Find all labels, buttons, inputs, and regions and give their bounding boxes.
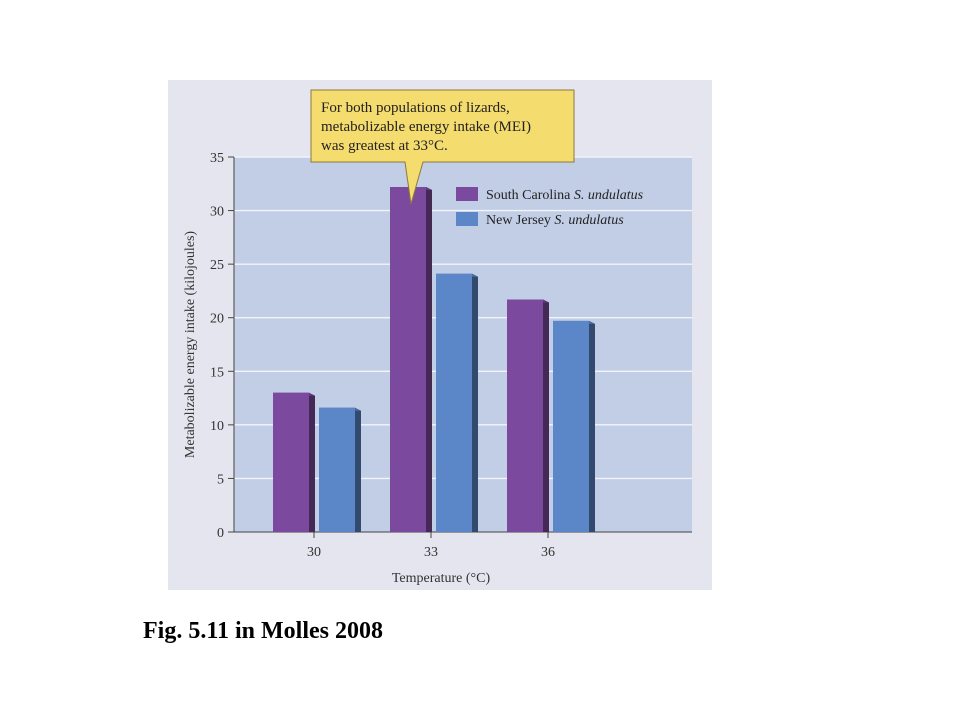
figure-caption: Fig. 5.11 in Molles 2008 — [143, 618, 383, 644]
bar-side — [426, 187, 432, 532]
legend-entry: New Jersey S. undulatus — [486, 213, 624, 228]
bar-south-carolina-36 — [507, 299, 543, 532]
x-tick-label: 36 — [541, 545, 555, 560]
x-tick-label: 33 — [424, 545, 438, 560]
bar-side — [472, 273, 478, 532]
bar-south-carolina-33 — [390, 187, 426, 532]
legend-swatch — [456, 212, 478, 226]
y-tick-label: 25 — [210, 258, 224, 273]
bar-side — [355, 407, 361, 532]
bar-side — [309, 392, 315, 532]
callout-box — [310, 89, 575, 205]
legend-entry: South Carolina S. undulatus — [486, 188, 644, 203]
y-tick-label: 0 — [217, 526, 224, 541]
bar-south-carolina-30 — [273, 392, 309, 532]
x-axis-title: Temperature (°C) — [392, 571, 491, 586]
figure-panel: 0 5 10 15 20 25 30 35 30 33 36 Temperature (°C) Meta… — [168, 80, 712, 590]
callout-text-line: metabolizable energy intake (MEI) — [321, 119, 531, 135]
callout-text-line: was greatest at 33°C. — [321, 138, 448, 154]
y-axis-title: Metabolizable energy intake (kilojoules) — [183, 231, 198, 459]
y-tick-label: 15 — [210, 365, 224, 380]
bar-new-jersey-30 — [319, 407, 355, 532]
bar-side — [543, 299, 549, 532]
bar-chart: 0 5 10 15 20 25 30 35 30 33 36 Temperature (°C) Meta… — [183, 89, 692, 586]
y-tick-label: 35 — [210, 151, 224, 166]
legend-swatch — [456, 187, 478, 201]
y-tick-label: 30 — [210, 205, 224, 220]
bar-new-jersey-33 — [436, 273, 472, 532]
bar-new-jersey-36 — [553, 320, 589, 532]
y-tick-label: 10 — [210, 419, 224, 434]
y-tick-label: 20 — [210, 312, 224, 327]
callout-text-line: For both populations of lizards, — [321, 100, 510, 116]
x-tick-label: 30 — [307, 545, 321, 560]
y-tick-label: 5 — [217, 472, 224, 487]
bar-side — [589, 320, 595, 532]
